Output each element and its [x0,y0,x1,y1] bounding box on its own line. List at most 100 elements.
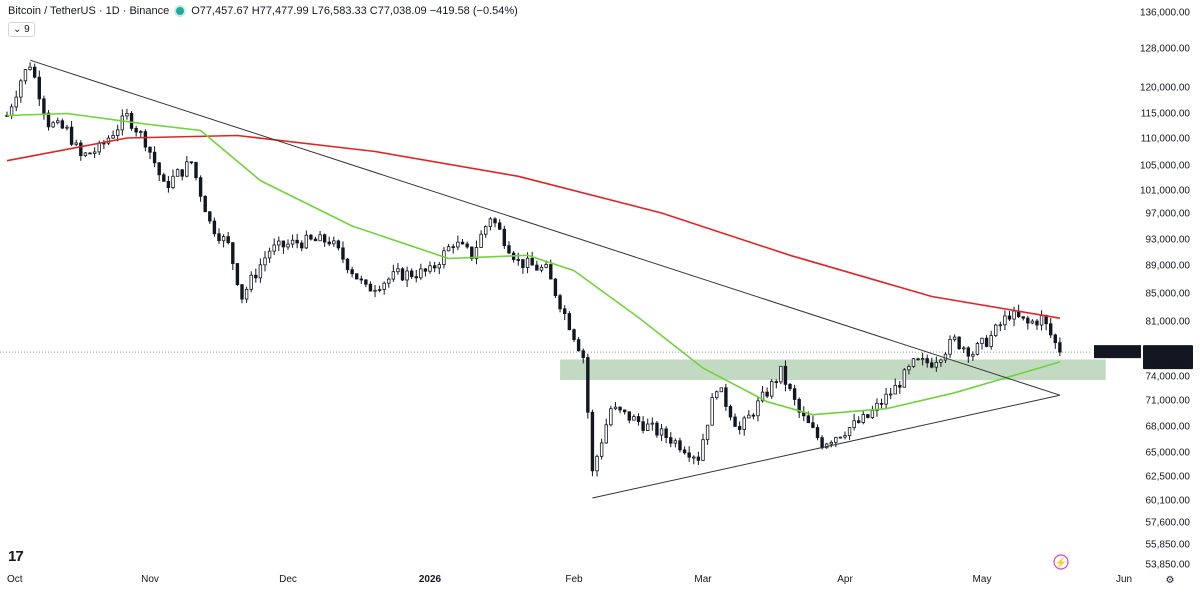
candle [843,431,847,440]
candle [488,217,493,231]
candle-body [446,246,451,252]
candle [715,390,719,400]
candle [907,364,911,375]
candle-body [300,242,304,249]
candle [1026,315,1030,330]
candle-body [870,410,875,418]
candle [861,410,865,425]
candle-body [231,242,235,264]
settings-gear-icon[interactable]: ⚙ [1166,575,1175,586]
candle-body [470,246,474,259]
candle-body [975,343,980,355]
candle [162,172,166,182]
candle-body [327,241,331,245]
candle [235,263,240,286]
y-axis-tick-label: 85,000.00 [1146,289,1191,300]
candle-body [847,427,852,436]
candle [387,277,391,288]
candle [984,335,989,348]
candle-body [1026,317,1030,324]
candle-body [939,359,943,363]
candle [180,169,184,181]
candle-body [875,402,879,411]
candle [530,251,534,266]
candle-body [984,337,989,347]
candle-body [866,414,870,418]
candle-body [19,80,23,98]
candle-body [1012,310,1016,320]
candle-body [125,112,129,117]
candle-body [655,422,659,436]
candle [221,234,226,248]
candle [994,323,998,338]
candle-body [318,234,322,242]
candle [240,284,244,304]
candle-body [930,362,934,368]
candle [811,415,815,429]
candle-body [682,449,687,454]
candle [295,233,299,249]
candle [350,266,354,278]
candle [19,78,23,103]
candle [930,357,934,369]
candle-body [664,428,668,439]
candle-body [396,268,400,273]
candle-body [465,243,469,248]
collapse-indicators-button[interactable]: ⌄ 9 [8,22,35,37]
support-zone [560,359,1106,380]
candle [60,118,65,130]
candle-body [820,437,824,449]
candle-body [797,399,801,413]
candle-body [884,393,888,405]
candle-body [350,269,354,275]
candle-body [258,264,263,279]
candle-body [69,126,74,145]
candle-body [650,422,655,425]
candle-body [815,427,820,439]
candle [669,432,673,448]
y-axis-tick-label: 53,850.00 [1146,560,1191,571]
candle [88,152,92,155]
candle-body [166,180,171,188]
candle [423,267,428,277]
y-axis-tick-label: 65,000.00 [1146,448,1191,459]
candle-body [742,417,746,430]
candle [157,161,161,181]
candle [129,111,134,131]
candle-body [715,391,719,399]
candle [479,230,483,248]
candle [916,357,920,361]
candle [692,455,696,465]
candle [792,384,797,406]
candle-body [391,271,396,280]
candle-body [368,283,373,292]
candle [563,305,567,321]
candle-body [203,195,207,213]
candle-body [313,238,318,242]
candle [37,70,41,106]
candle [710,393,714,426]
candle-body [857,420,861,423]
candle-body [263,257,267,266]
candle [208,211,212,225]
candle-body [641,421,645,431]
candle-body [544,264,548,268]
candle-body [286,243,290,248]
candle [852,413,856,431]
candle [879,398,884,409]
candle-body [171,175,175,188]
y-axis-tick-label: 110,000.00 [1141,134,1191,145]
candle [724,383,728,411]
candle [396,262,400,275]
y-axis-tick-label: 55,850.00 [1146,540,1191,551]
candle [939,358,943,367]
candle-body [792,388,797,400]
candle [586,353,590,419]
candle [1053,333,1057,349]
x-axis-tick-label: Apr [837,574,853,585]
candle-body [244,288,249,300]
candle-body [507,245,511,254]
